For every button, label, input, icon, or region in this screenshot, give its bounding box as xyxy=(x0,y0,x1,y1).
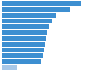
Bar xyxy=(2,1,81,6)
Bar xyxy=(2,13,56,18)
Bar xyxy=(2,36,46,41)
Bar xyxy=(2,42,45,47)
Bar xyxy=(2,59,41,64)
Bar xyxy=(2,30,47,35)
Bar xyxy=(2,24,49,29)
Bar xyxy=(2,48,44,52)
Bar xyxy=(2,7,70,12)
Bar xyxy=(2,53,42,58)
Bar xyxy=(2,19,52,23)
Bar xyxy=(2,65,17,70)
